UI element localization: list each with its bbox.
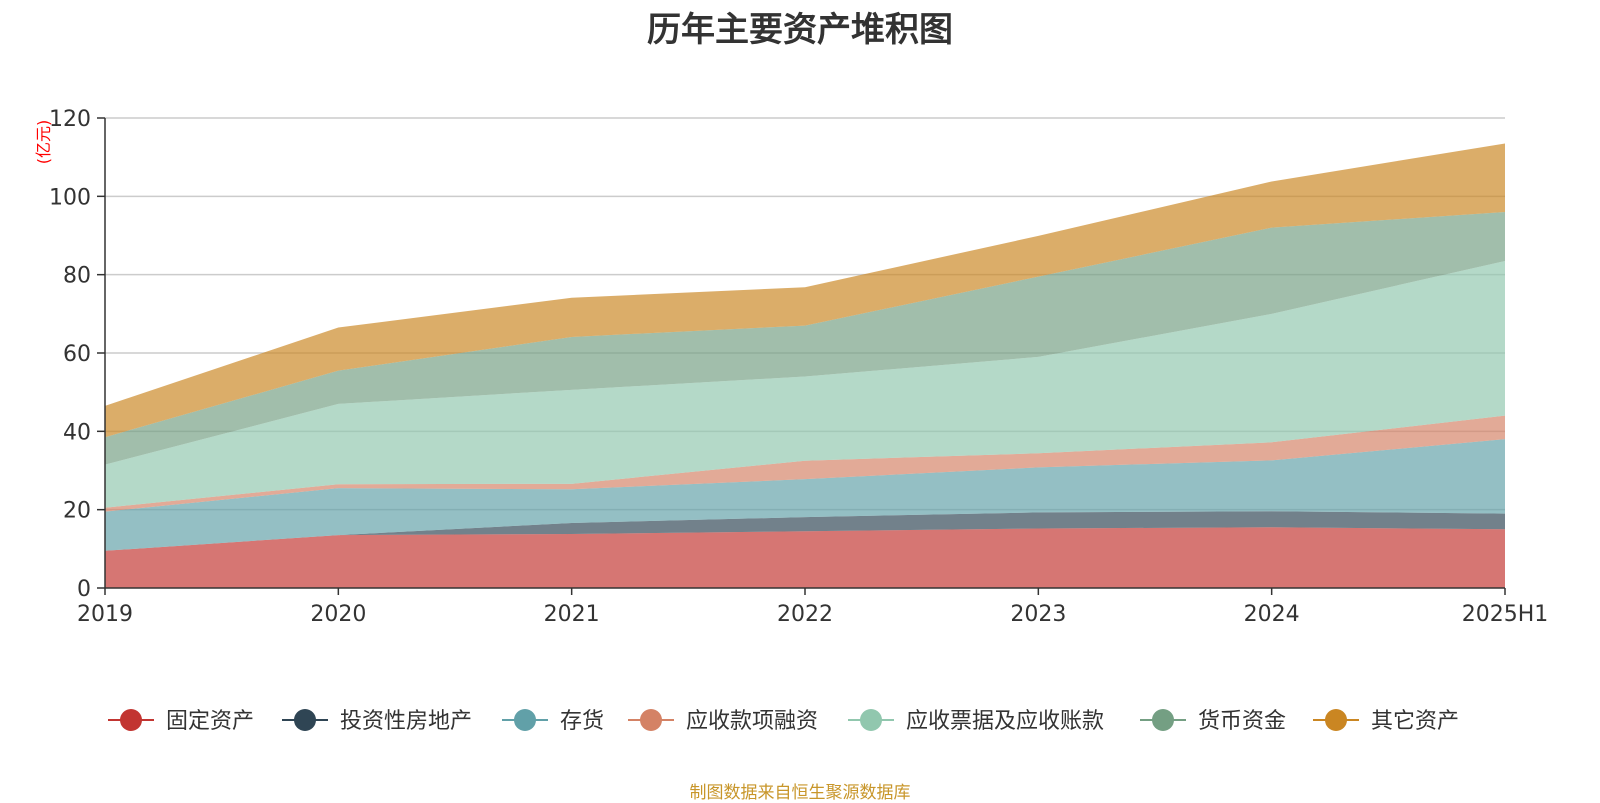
x-tick-label: 2023 [1010,602,1066,627]
x-tick-label: 2025H1 [1462,602,1549,627]
legend-marker [860,709,882,731]
area-series-5 [105,212,1505,465]
y-tick-label: 100 [49,185,91,210]
y-tick-label: 120 [49,107,91,132]
legend-marker [120,709,142,731]
y-tick-label: 0 [77,577,91,602]
legend-label: 应收票据及应收账款 [906,709,1104,734]
legend-label: 货币资金 [1198,709,1286,734]
legend-label: 其它资产 [1371,709,1459,734]
x-tick-label: 2021 [544,602,600,627]
legend-item-2[interactable]: 存货 [502,709,604,734]
legend-item-3[interactable]: 应收款项融资 [628,709,818,734]
legend-item-4[interactable]: 应收票据及应收账款 [848,709,1104,734]
legend-marker [640,709,662,731]
legend-item-6[interactable]: 其它资产 [1313,709,1459,734]
x-tick-label: 2020 [310,602,366,627]
legend-item-0[interactable]: 固定资产 [108,709,254,734]
y-tick-label: 40 [63,420,91,445]
area-series-3 [105,415,1505,512]
area-series [105,143,1505,588]
area-series-0 [105,527,1505,588]
x-tick-label: 2024 [1244,602,1300,627]
area-series-2 [105,439,1505,551]
legend-marker [514,709,536,731]
y-axis-unit-label: (亿元) [34,120,53,165]
legend-label: 应收款项融资 [686,709,818,734]
legend-marker [1325,709,1347,731]
area-series-1 [105,511,1505,551]
legend-item-1[interactable]: 投资性房地产 [282,709,472,734]
data-source-note: 制图数据来自恒生聚源数据库 [689,783,911,803]
area-series-6 [105,143,1505,438]
chart-title: 历年主要资产堆积图 [647,10,953,50]
y-tick-label: 80 [63,264,91,289]
legend-marker [1152,709,1174,731]
legend-marker [294,709,316,731]
legend: 固定资产 投资性房地产 存货 应收款项融资 应收票据及应收账款 货币资金 其它资产 [108,709,1459,734]
x-tick-label: 2019 [77,602,133,627]
x-tick-label: 2022 [777,602,833,627]
legend-label: 固定资产 [166,709,254,734]
area-series-4 [105,260,1505,508]
axes: 0 20 40 60 80 100 120 2019 2020 2021 2022 2023 2024 2… [49,107,1548,627]
legend-item-5[interactable]: 货币资金 [1140,709,1286,734]
legend-label: 存货 [560,709,604,734]
y-tick-label: 20 [63,499,91,524]
y-tick-label: 60 [63,342,91,367]
legend-label: 投资性房地产 [340,709,472,734]
